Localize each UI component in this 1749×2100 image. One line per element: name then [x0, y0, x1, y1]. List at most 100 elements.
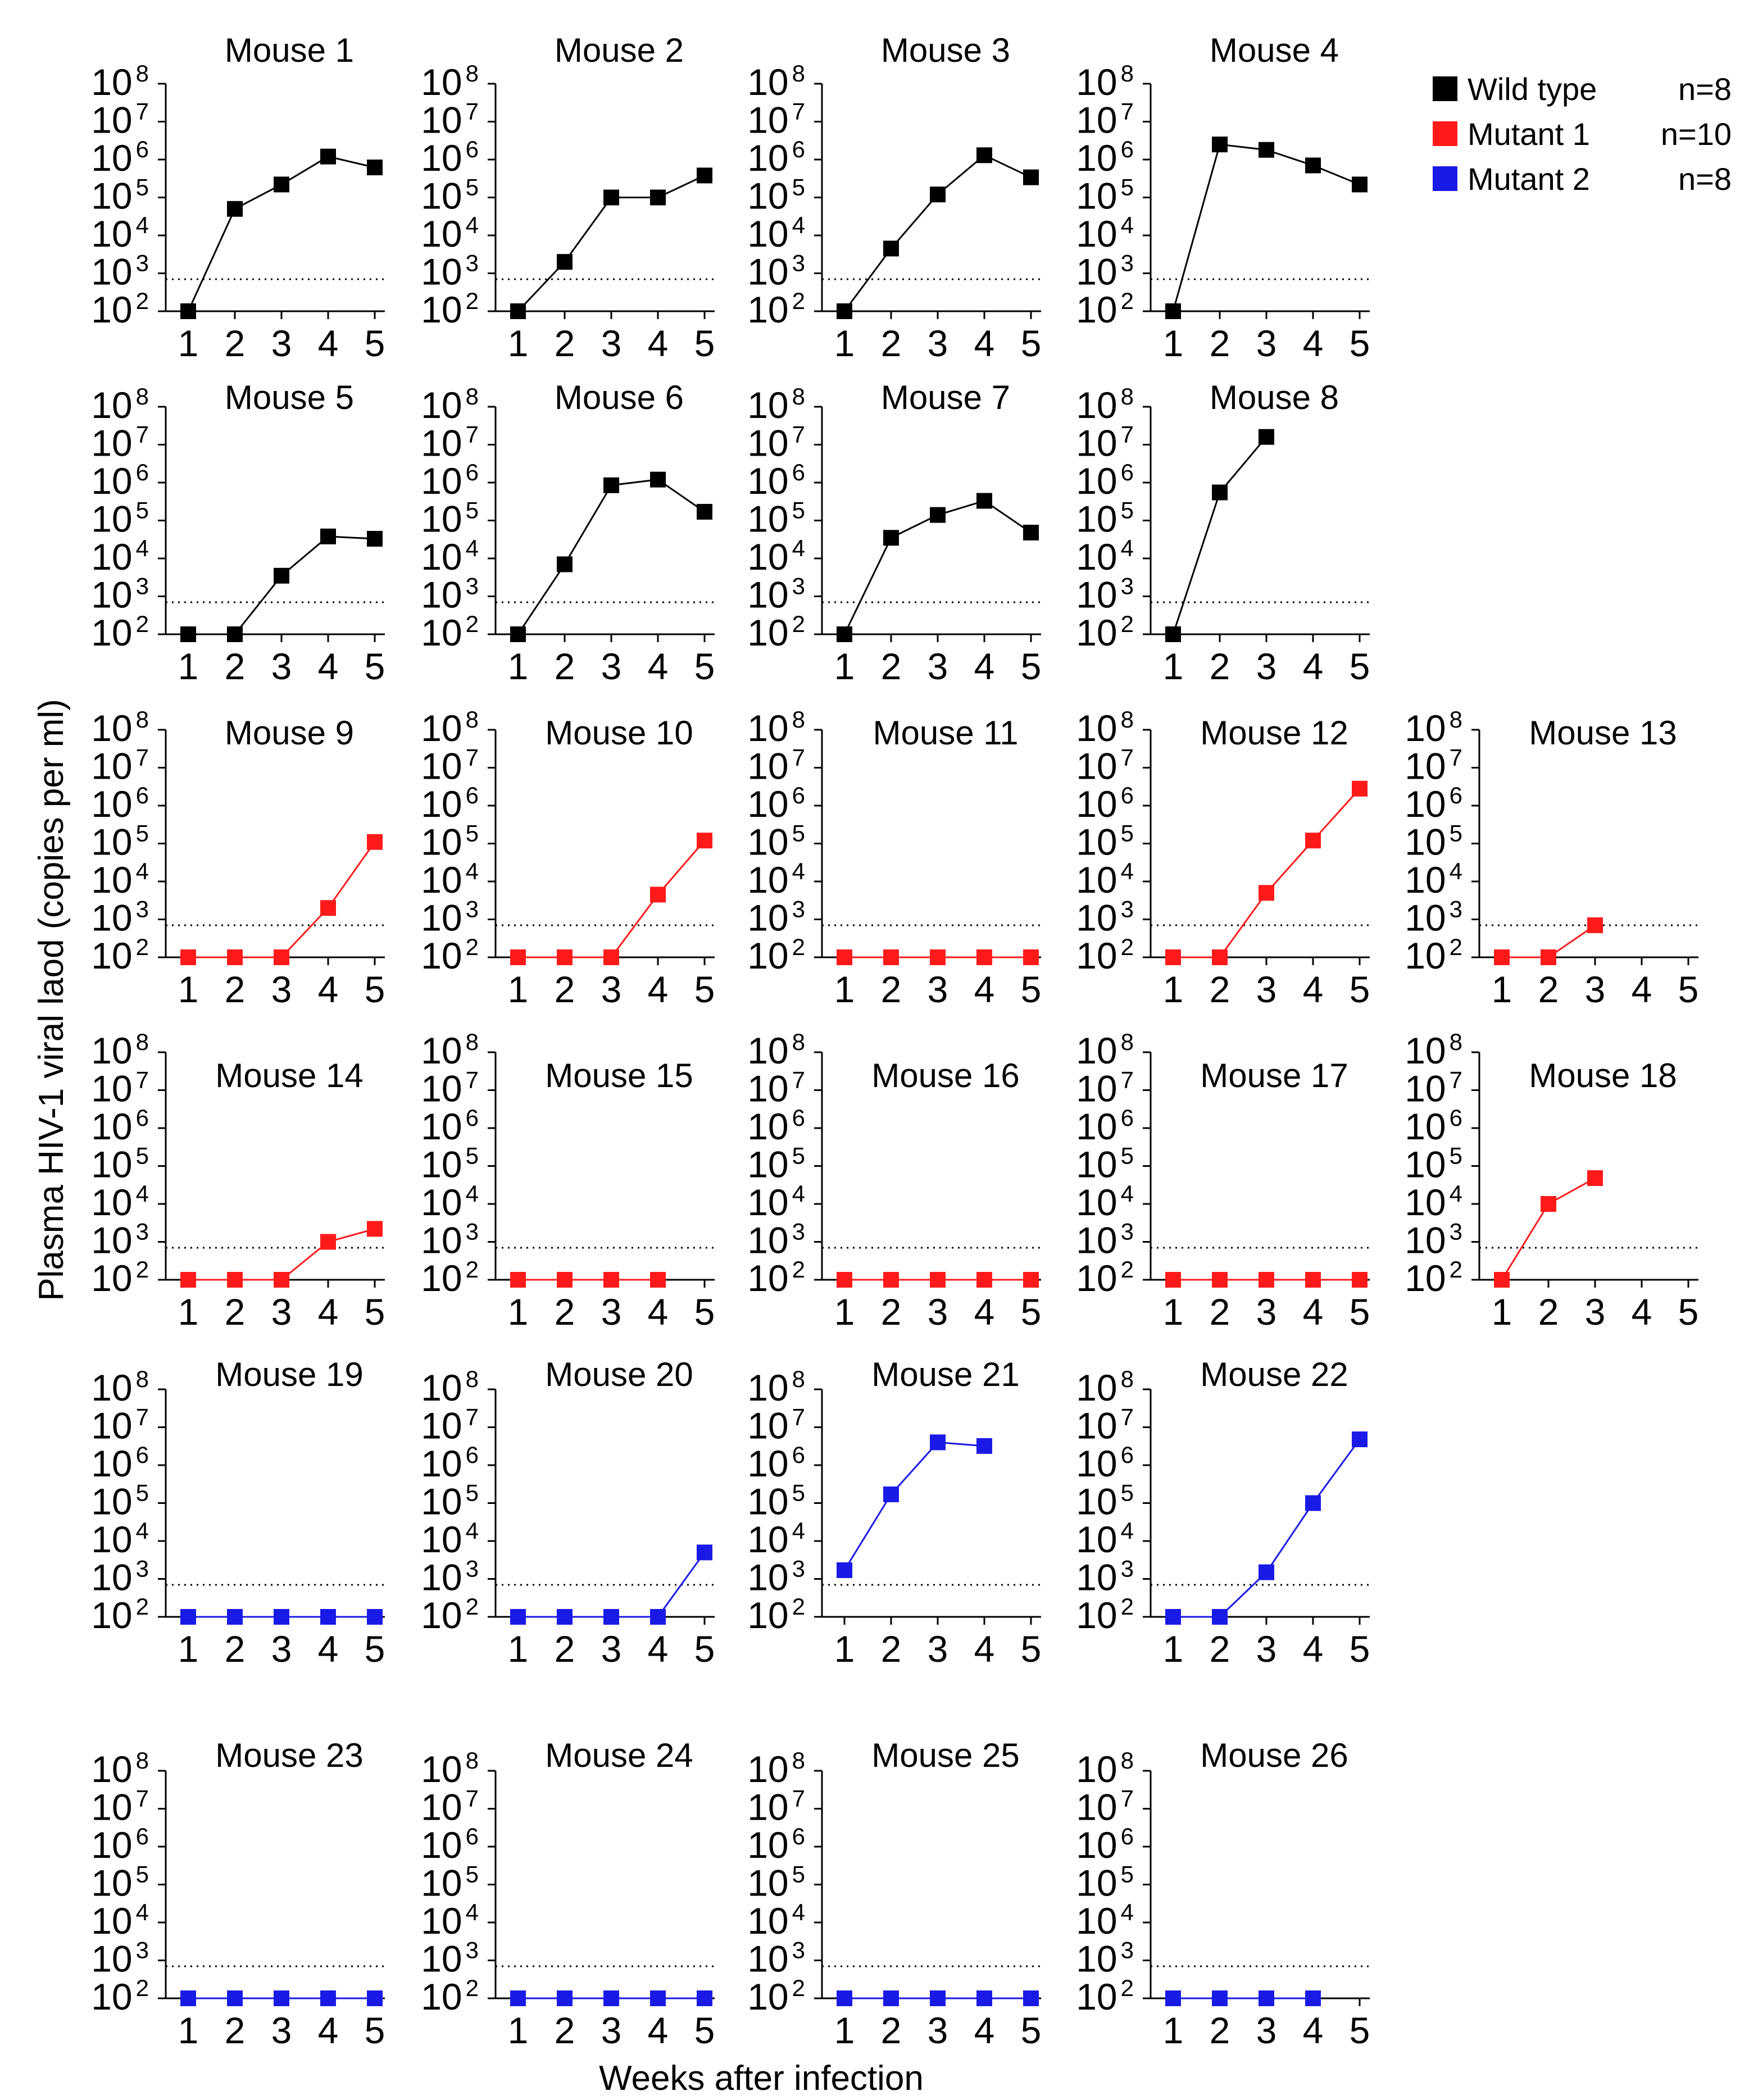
data-point-marker [1212, 137, 1228, 153]
x-tick-label: 4 [1303, 646, 1324, 687]
y-tick-label: 10 8 [747, 60, 805, 103]
y-tick-label: 10 6 [747, 136, 805, 179]
data-point-marker [1165, 1990, 1181, 2006]
data-point-marker [557, 1609, 573, 1625]
data-point-marker [930, 1990, 946, 2006]
panel-9: 10 210 310 410 510 610 710 8 1 2 3 4 5 Mouse 9 [91, 706, 385, 1010]
panel-title: Mouse 8 [1210, 379, 1339, 416]
y-tick-label: 10 7 [91, 1785, 149, 1828]
data-point-marker [976, 147, 992, 163]
data-point-marker [510, 1990, 526, 2006]
x-tick-label: 4 [974, 1628, 995, 1670]
y-tick-label: 10 2 [421, 1593, 479, 1636]
data-point-marker [180, 626, 196, 642]
x-tick-label: 2 [225, 1291, 246, 1333]
data-point-marker [650, 471, 666, 488]
data-point-marker [274, 1272, 289, 1288]
data-point-marker [1165, 1272, 1181, 1288]
x-tick-label: 5 [694, 1291, 715, 1333]
y-tick-label: 10 7 [421, 1067, 479, 1110]
y-tick-label: 10 8 [91, 1747, 149, 1790]
series-line [517, 479, 705, 635]
y-tick-label: 10 5 [91, 1480, 149, 1522]
panel-title: Mouse 15 [545, 1057, 693, 1094]
data-point-marker [510, 1609, 526, 1625]
data-point-marker [227, 626, 243, 642]
legend-item-m1: Mutant 1 n=10 [1433, 116, 1732, 152]
x-tick-label: 4 [1303, 2010, 1324, 2051]
data-point-marker [1212, 1272, 1228, 1288]
data-point-marker [883, 240, 899, 257]
x-tick-label: 4 [318, 1628, 339, 1670]
data-point-marker [1259, 429, 1274, 445]
y-tick-label: 10 3 [747, 250, 805, 293]
data-point-marker [976, 493, 992, 509]
panel-title: Mouse 20 [545, 1356, 693, 1393]
y-tick-label: 10 5 [747, 820, 805, 863]
y-tick-label: 10 6 [1405, 782, 1462, 825]
x-tick-label: 5 [694, 969, 715, 1010]
series-line [518, 840, 706, 958]
y-tick-label: 10 4 [91, 1180, 149, 1223]
y-tick-label: 10 8 [747, 706, 805, 749]
y-tick-label: 10 6 [91, 782, 149, 825]
y-tick-label: 10 7 [91, 98, 149, 141]
x-tick-label: 2 [1210, 1628, 1230, 1670]
panel-21: 10 210 310 410 510 610 710 8 1 2 3 4 5 Mouse 21 [747, 1356, 1041, 1670]
data-point-marker [1541, 1196, 1556, 1212]
y-tick-label: 10 4 [91, 535, 149, 578]
data-point-marker [1023, 1990, 1039, 2006]
panel-title: Mouse 22 [1200, 1356, 1348, 1393]
series-line [1173, 1439, 1361, 1618]
x-tick-label: 4 [648, 1291, 669, 1333]
y-tick-label: 10 5 [91, 1143, 149, 1185]
data-point-marker [557, 1272, 573, 1288]
y-tick-label: 10 4 [91, 858, 149, 901]
y-tick-label: 10 6 [1076, 1104, 1134, 1147]
x-tick-label: 3 [271, 1291, 292, 1333]
x-tick-label: 1 [508, 646, 529, 687]
x-tick-label: 4 [974, 1291, 995, 1333]
x-tick-label: 2 [881, 1628, 902, 1670]
data-point-marker [603, 1609, 619, 1625]
data-point-marker [1305, 157, 1321, 174]
x-tick-label: 3 [601, 646, 622, 687]
y-tick-label: 10 2 [421, 934, 479, 976]
x-tick-label: 5 [365, 1628, 385, 1670]
data-point-marker [367, 1609, 383, 1625]
data-point-marker [1587, 1170, 1603, 1187]
data-point-marker [883, 1486, 899, 1502]
x-tick-label: 4 [648, 646, 669, 687]
y-tick-label: 10 5 [747, 497, 805, 540]
series-line [1172, 143, 1360, 312]
y-tick-label: 10 3 [747, 1937, 805, 1980]
x-tick-label: 1 [834, 322, 855, 364]
data-point-marker [883, 1990, 899, 2006]
y-tick-label: 10 7 [1076, 98, 1134, 141]
data-point-marker [180, 949, 196, 965]
y-tick-label: 10 8 [91, 706, 149, 749]
data-point-marker [837, 949, 852, 965]
x-tick-label: 3 [928, 1291, 948, 1333]
y-tick-label: 10 3 [747, 573, 805, 616]
y-tick-label: 10 4 [421, 1517, 479, 1560]
panel-23: 10 210 310 410 510 610 710 8 1 2 3 4 5 Mouse 23 [91, 1737, 385, 2051]
y-tick-label: 10 5 [1076, 1480, 1134, 1522]
data-point-marker [930, 1434, 946, 1451]
panel-title: Mouse 12 [1200, 714, 1348, 752]
x-tick-label: 5 [1678, 1291, 1699, 1333]
data-point-marker [367, 1990, 383, 2006]
data-point-marker [320, 1990, 336, 2006]
y-tick-label: 10 2 [1076, 934, 1134, 976]
legend-swatch [1433, 121, 1457, 146]
x-tick-label: 2 [1538, 1291, 1559, 1333]
x-tick-label: 1 [178, 2010, 199, 2051]
x-tick-label: 4 [1632, 969, 1652, 1010]
y-tick-label: 10 2 [91, 1593, 149, 1636]
y-tick-label: 10 6 [421, 136, 479, 179]
x-tick-label: 5 [694, 1628, 715, 1670]
panel-7: 10 210 310 410 510 610 710 8 1 2 3 4 5 Mouse 7 [747, 379, 1041, 687]
x-tick-label: 3 [1256, 969, 1277, 1010]
y-tick-label: 10 3 [421, 573, 479, 616]
panel-15: 10 210 310 410 510 610 710 8 1 2 3 4 5 Mouse 15 [421, 1029, 715, 1333]
